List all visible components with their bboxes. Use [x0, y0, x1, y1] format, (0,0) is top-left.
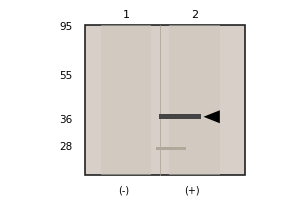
- Text: 28: 28: [59, 142, 73, 152]
- Text: 2: 2: [191, 10, 198, 20]
- Bar: [85, 25, 245, 175]
- Text: 55: 55: [59, 71, 73, 81]
- Bar: [156, 147, 186, 150]
- Bar: [169, 25, 220, 175]
- Bar: [101, 25, 152, 175]
- Text: 1: 1: [123, 10, 130, 20]
- Text: (-): (-): [118, 186, 129, 196]
- Text: 36: 36: [59, 115, 73, 125]
- Text: (+): (+): [184, 186, 200, 196]
- Text: 95: 95: [59, 22, 73, 32]
- Polygon shape: [203, 110, 220, 123]
- Bar: [159, 114, 200, 119]
